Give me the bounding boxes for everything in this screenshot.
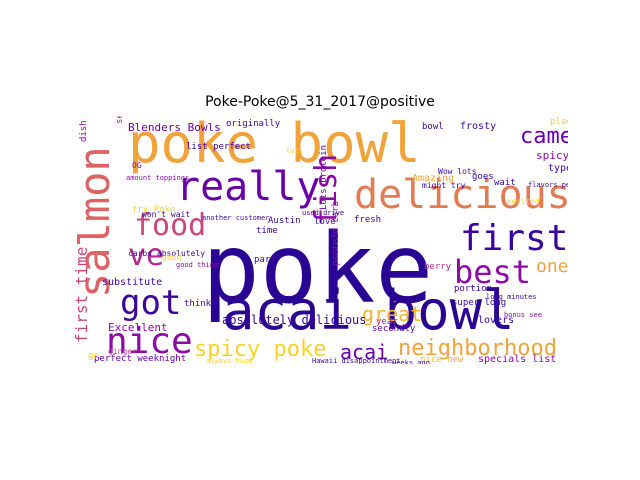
- word-carbs-absolutely: carbs absolutely: [128, 249, 206, 258]
- word-ve: ve: [128, 238, 165, 273]
- word-nice-new: nice new: [420, 355, 464, 365]
- word-flavors-perfect: flavors perfect: [528, 181, 568, 189]
- word-dish-special: dish special: [79, 116, 89, 142]
- word-wait: wait: [494, 178, 516, 188]
- word-go: go: [88, 351, 99, 361]
- word-think: think: [184, 299, 212, 309]
- word-bowl: bowl: [422, 122, 444, 132]
- word-ginger: ginger: [108, 347, 137, 356]
- word-year: year: [376, 317, 398, 327]
- word-bonus-see: bonus see: [504, 311, 542, 319]
- word-poke-bowl: poke bowl: [128, 116, 421, 175]
- word-food: food: [134, 208, 207, 243]
- word-excited: excited: [506, 197, 540, 206]
- word-place: place: [550, 117, 568, 127]
- word-used-drive: used drive: [302, 209, 345, 217]
- word-austin: Austin: [268, 216, 301, 226]
- word-og: OG: [132, 161, 142, 170]
- word-spicy: spicy: [536, 149, 568, 162]
- word-fresh: fresh: [354, 215, 382, 225]
- word-lovers: lovers: [478, 315, 515, 326]
- word-amazing: Amazing: [412, 173, 455, 184]
- word-best: best: [454, 253, 532, 291]
- word-acai-bowl: acai bowl: [222, 279, 515, 342]
- word-cloud: poke poke bowl acai bowl delicious really sal…: [72, 116, 568, 364]
- word-amount-toppings: amount toppings: [126, 174, 190, 182]
- word-weeks-ago: weeks ago: [392, 359, 430, 365]
- word-part: part: [254, 255, 276, 265]
- word-originally: originally: [226, 119, 281, 129]
- word-always-huge: always huge: [206, 357, 253, 365]
- word-blenders-bowls: Blenders Bowls: [128, 121, 221, 134]
- word-might-try: might try: [422, 181, 466, 190]
- word-frosty: frosty: [460, 121, 497, 132]
- word-came: came: [520, 124, 568, 149]
- word-great: great: [362, 302, 423, 326]
- word-super-long: super long: [452, 298, 507, 308]
- word-specials-list: specials list: [478, 354, 557, 365]
- word-portion: portion: [454, 284, 492, 294]
- word-poke: poke: [202, 213, 434, 325]
- word-perfect-weeknight: perfect weeknight: [94, 354, 187, 364]
- word-lots-protein: Lots protein: [319, 144, 329, 210]
- word-delicious: delicious: [354, 172, 568, 218]
- word-try-poke: try Poke: [132, 205, 176, 215]
- word-one: one: [536, 256, 568, 277]
- word-got: got: [120, 283, 182, 323]
- word-goes: goes: [472, 172, 494, 182]
- word-first-time: first time: [72, 246, 91, 343]
- word-first: first: [460, 218, 568, 259]
- word-really: really: [176, 164, 321, 210]
- word-another-customer: another customer: [202, 214, 270, 222]
- word-love: love: [314, 217, 336, 227]
- word-good: good: [162, 253, 182, 262]
- word-nice: nice: [106, 321, 193, 362]
- word-types: types: [548, 163, 568, 174]
- word-neighborhood: neighborhood: [398, 336, 557, 361]
- word-secondly: secondly: [372, 324, 416, 334]
- word-won-t-wait: won't wait: [142, 210, 191, 219]
- word-absolutely-delicious: absolutely delicious: [222, 313, 367, 327]
- word-time: time: [256, 226, 278, 236]
- word-lots: lots: [286, 147, 303, 155]
- word-service: service: [115, 116, 125, 124]
- word-spicy-poke: spicy poke: [194, 337, 327, 362]
- word-excellent: Excellent: [108, 321, 168, 334]
- word-list-perfect: list perfect: [186, 142, 252, 152]
- word-long-minutes: long minutes: [486, 293, 537, 301]
- word-substitute: substitute: [102, 277, 163, 288]
- word-wow-lots: Wow lots: [438, 167, 477, 176]
- word-acai: acai: [340, 340, 389, 364]
- word-berry: berry: [424, 262, 452, 272]
- chart-title: Poke-Poke@5_31_2017@positive: [205, 94, 435, 110]
- word-good-thing: good thing: [176, 261, 219, 269]
- word-hawaii-disappointment: Hawaii disappointment: [312, 357, 401, 365]
